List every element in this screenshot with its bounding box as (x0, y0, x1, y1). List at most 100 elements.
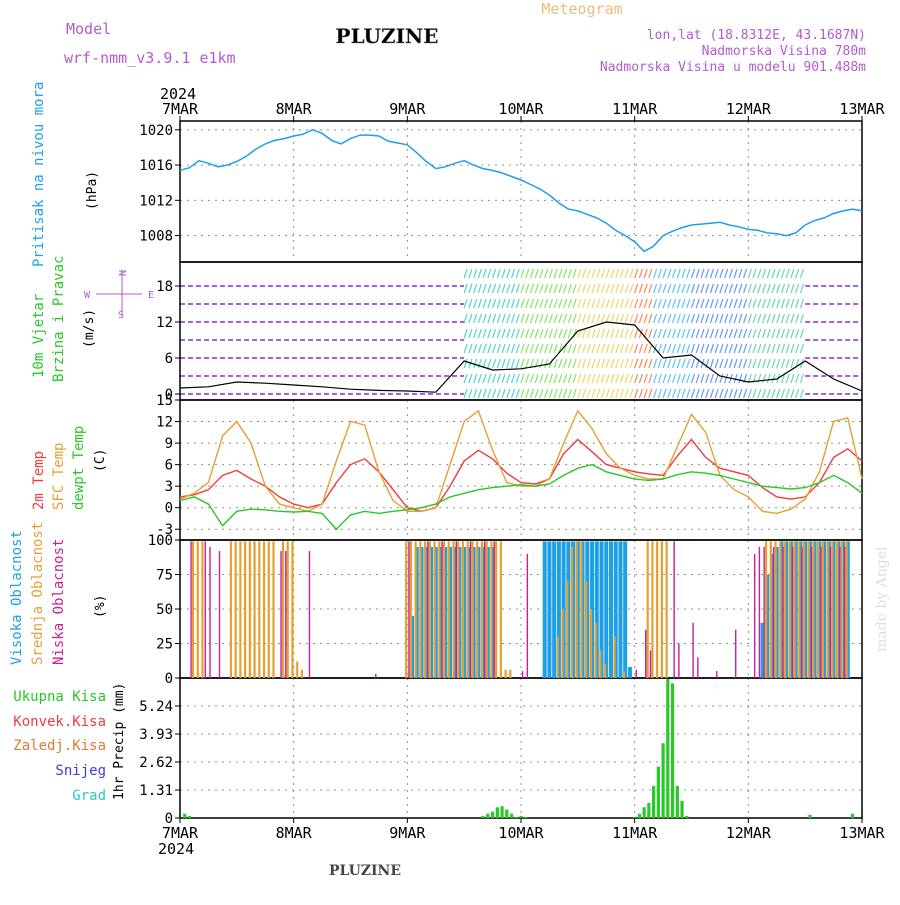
wind-barb (662, 373, 667, 384)
wind-barb (709, 328, 715, 339)
wind-barb (463, 343, 468, 354)
wind-barb (506, 283, 511, 294)
wind-barb (482, 298, 487, 309)
wind-barb (662, 283, 667, 294)
wind-barb (676, 373, 681, 384)
wind-barb (733, 283, 738, 294)
date-label-top: 8MAR (276, 100, 313, 118)
wind-barb (544, 343, 549, 354)
wind-barb (681, 388, 686, 399)
cloud-bar (419, 546, 424, 678)
wind-barb (643, 268, 648, 279)
wind-barb (515, 283, 520, 294)
cloud-bar (286, 541, 289, 678)
wind-barb (563, 313, 568, 324)
wind-barb (577, 373, 582, 384)
wind-barb (695, 313, 700, 324)
cloud-bar (783, 541, 787, 678)
cloud-bar (836, 541, 839, 678)
cloud-bar (504, 669, 507, 678)
precip-bar (505, 809, 509, 818)
wind-barb (776, 313, 781, 324)
wind-barb (795, 283, 800, 294)
wind-barb (553, 373, 558, 384)
wind-barb (747, 358, 752, 369)
wind-label-1: 10m Vjetar (31, 294, 47, 378)
cloud-bar (793, 541, 798, 678)
wind-barb (619, 268, 625, 279)
wind-barb (572, 358, 577, 369)
wind-barb (690, 358, 696, 369)
date-label-top: 9MAR (389, 100, 426, 118)
wind-barb (496, 343, 501, 354)
wind-barb (785, 313, 790, 324)
cloud-bar (499, 541, 502, 678)
wind-barb (776, 298, 781, 309)
wind-barb (705, 328, 710, 339)
cloud-bar (810, 546, 813, 678)
y-tick-label: 25 (156, 637, 173, 653)
wind-barb (667, 298, 672, 309)
wind-barb (596, 298, 601, 309)
wind-barb (695, 388, 700, 399)
wind-barb (529, 268, 535, 279)
wind-barb (477, 343, 482, 354)
wind-barb (752, 298, 757, 309)
cloud-bar (697, 657, 699, 678)
y-tick-label: 1012 (139, 193, 173, 209)
wind-barb (520, 343, 525, 354)
wind-barb (615, 373, 620, 384)
cloud-bar (452, 541, 455, 678)
cloud-bar (571, 541, 576, 678)
wind-barb (719, 373, 724, 384)
wind-barb (520, 268, 525, 279)
precip-bar (850, 813, 855, 818)
cloud-bar (272, 541, 275, 678)
wind-barb (553, 298, 558, 309)
wind-barb (766, 328, 771, 339)
date-label-bottom: 12MAR (726, 824, 772, 842)
wind-barb (586, 283, 591, 294)
wind-barb (610, 388, 615, 399)
wind-barb (492, 373, 497, 384)
wind-barb (780, 358, 786, 369)
wind-barb (752, 283, 757, 294)
wind-barb (761, 373, 767, 384)
date-label-top: 7MAR (162, 100, 199, 118)
cloud-bar (234, 541, 237, 678)
wind-barb (629, 328, 634, 339)
cloud-bar (836, 541, 841, 678)
wind-barb (757, 343, 762, 354)
model-label: Model (66, 20, 111, 38)
wind-barb (771, 298, 776, 309)
precip-bar (808, 814, 812, 818)
cloud-label-3: Niska Oblacnost (51, 539, 67, 665)
wind-barb (487, 358, 492, 369)
wind-barb (510, 388, 516, 399)
cloud-bar (623, 541, 628, 678)
wind-barb (733, 373, 738, 384)
wind-barb (653, 388, 658, 399)
wind-barb (586, 298, 591, 309)
precip-bar (481, 815, 485, 818)
precip-bar (637, 813, 642, 818)
wind-barb (761, 358, 767, 369)
wind-barb (482, 313, 487, 324)
wind-barb (709, 298, 715, 309)
wind-barb (624, 388, 629, 399)
y-tick-label: 0 (165, 387, 173, 403)
precip-bar (647, 803, 651, 818)
wind-barb (463, 388, 468, 399)
temp-label-2: SFC Temp (51, 443, 67, 510)
wind-barb (795, 313, 800, 324)
cloud-bar (476, 546, 481, 678)
wind-barb (705, 343, 710, 354)
wind-barb (544, 388, 549, 399)
wind-barb (634, 268, 639, 279)
coords-text: lon,lat (18.8312E, 43.1687N) (647, 28, 866, 43)
wind-barb (728, 313, 733, 324)
cloud-bar (542, 541, 547, 678)
wind-barb (634, 283, 639, 294)
wind-barb (615, 328, 620, 339)
wind-barb (496, 328, 501, 339)
